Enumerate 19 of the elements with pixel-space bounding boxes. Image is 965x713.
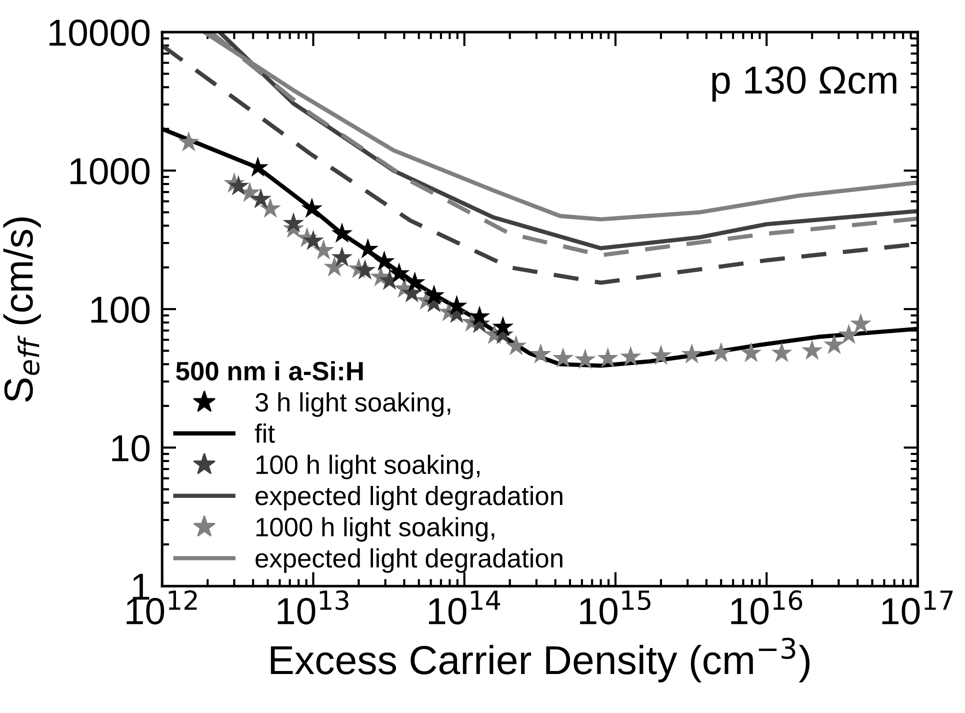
x-tick-label: 10$^{16}$	[731, 590, 802, 624]
x-tick-label: 10$^{17}$	[882, 590, 953, 624]
x-tick-label: 10$^{13}$	[278, 590, 348, 624]
annotation: p 130 Ωcm	[712, 66, 896, 102]
legend-label: fit	[254, 424, 275, 443]
x-tick-label: 10$^{14}$	[428, 590, 500, 624]
y-tick-label: 100	[91, 296, 150, 324]
legend-label: expected light degradation	[256, 486, 562, 510]
x-tick-label: 10$^{15}$	[580, 590, 650, 624]
legend-title: 500 nm i a-Si:H	[176, 361, 363, 380]
legend-label: 3 h light soaking,	[255, 392, 450, 417]
legend-label: 100 h light soaking,	[256, 454, 480, 480]
y-tick-label: 10	[112, 434, 150, 462]
y-axis-title: S$_{eff}$ (cm/s)	[3, 217, 41, 402]
x-axis-title: Excess Carrier Density (cm$^{−3}$)	[270, 638, 810, 682]
legend-label: expected light degradation	[256, 548, 562, 573]
y-tick-label: 10000	[50, 19, 150, 46]
legend-label: 1000 h light soaking,	[256, 517, 494, 542]
y-tick-label: 1000	[70, 158, 150, 185]
